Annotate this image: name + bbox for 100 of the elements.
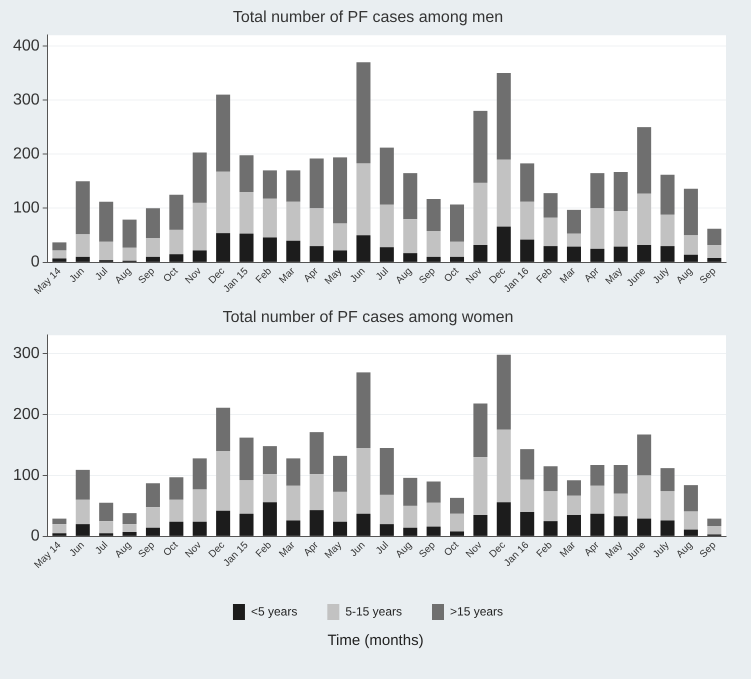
x-axis-title: Time (months) xyxy=(326,632,425,649)
x-tick-label: Feb xyxy=(254,266,274,286)
bar xyxy=(192,458,207,490)
bar xyxy=(566,246,581,262)
bar xyxy=(496,160,511,227)
x-tick-label: Dec xyxy=(488,266,508,286)
bar xyxy=(403,478,418,506)
bar xyxy=(450,531,464,536)
x-tick-label: Jul xyxy=(374,266,391,283)
bar xyxy=(426,526,441,536)
bar xyxy=(310,474,324,510)
bar xyxy=(333,522,348,536)
bar xyxy=(286,520,300,536)
x-tick-label: Sep xyxy=(417,540,438,560)
bar xyxy=(566,514,581,536)
bar xyxy=(590,465,604,486)
x-tick-label: Nov xyxy=(464,266,484,286)
x-tick-label: Aug xyxy=(674,266,695,286)
bar xyxy=(684,485,698,512)
bar xyxy=(520,202,534,240)
bar xyxy=(520,240,534,262)
bar xyxy=(520,512,534,536)
x-tick-label: Apr xyxy=(582,265,602,285)
bar xyxy=(660,491,675,520)
bar xyxy=(192,250,207,262)
bar xyxy=(590,208,604,249)
bar xyxy=(426,502,441,527)
bar xyxy=(660,520,675,536)
x-tick-label: May xyxy=(604,266,625,288)
bar xyxy=(356,448,370,514)
bar xyxy=(216,171,230,234)
bar xyxy=(566,234,581,247)
bar xyxy=(192,152,207,203)
x-tick-label: Mar xyxy=(277,265,298,286)
bar xyxy=(216,451,230,511)
bar xyxy=(310,246,324,262)
bar xyxy=(146,483,160,508)
x-tick-label: Aug xyxy=(394,540,414,560)
bar xyxy=(426,230,441,257)
bar xyxy=(169,500,184,522)
bar xyxy=(426,199,441,231)
y-tick-label: 200 xyxy=(12,406,40,423)
bar xyxy=(590,173,604,208)
x-tick-label: May xyxy=(322,540,344,562)
bar xyxy=(356,163,370,236)
bar xyxy=(76,524,90,536)
bar xyxy=(450,242,464,257)
x-tick-label: Oct xyxy=(162,540,181,559)
bar xyxy=(99,202,114,242)
x-tick-label: Jul xyxy=(374,540,391,557)
bar xyxy=(356,514,370,536)
x-tick-label: Jul xyxy=(93,266,110,283)
bar xyxy=(169,477,184,500)
bar xyxy=(380,448,394,495)
bar xyxy=(473,182,488,246)
bar xyxy=(380,148,394,204)
x-tick-label: June xyxy=(625,540,649,563)
bar xyxy=(310,158,324,208)
bar xyxy=(76,500,90,524)
bar xyxy=(614,210,628,247)
x-tick-label: Apr xyxy=(302,539,322,559)
x-tick-label: Apr xyxy=(302,265,322,285)
bar xyxy=(286,170,300,202)
x-tick-label: Aug xyxy=(113,266,134,286)
bar xyxy=(707,228,722,246)
bar xyxy=(262,474,277,502)
x-tick-label: Jun xyxy=(348,266,368,286)
bar xyxy=(239,514,254,536)
bar xyxy=(216,233,230,262)
bar xyxy=(496,354,511,430)
bar xyxy=(262,502,277,536)
bar xyxy=(239,234,254,262)
bar xyxy=(684,511,698,530)
bar xyxy=(707,245,722,258)
x-tick-label: Nov xyxy=(464,540,484,560)
bar xyxy=(52,518,66,524)
bar xyxy=(310,208,324,246)
x-tick-label: Sep xyxy=(417,266,438,286)
bar xyxy=(169,230,184,254)
bar xyxy=(496,502,511,536)
bar xyxy=(286,240,300,262)
bar xyxy=(637,434,652,476)
bar xyxy=(450,498,464,514)
x-tick-label: Jun xyxy=(68,540,87,560)
bar xyxy=(146,507,160,528)
legend-label: <5 years xyxy=(250,604,298,618)
bar xyxy=(544,246,558,262)
bar xyxy=(450,514,464,532)
x-tick-label: Aug xyxy=(674,540,695,560)
x-tick-label: June xyxy=(625,266,649,289)
bar xyxy=(614,172,628,211)
bar xyxy=(660,214,675,246)
bar xyxy=(192,202,207,250)
bar xyxy=(99,533,114,536)
legend-label: 5-15 years xyxy=(345,604,402,618)
bar xyxy=(262,446,277,474)
bar xyxy=(239,155,254,192)
bar xyxy=(380,524,394,536)
bar xyxy=(544,491,558,522)
bar xyxy=(566,480,581,496)
